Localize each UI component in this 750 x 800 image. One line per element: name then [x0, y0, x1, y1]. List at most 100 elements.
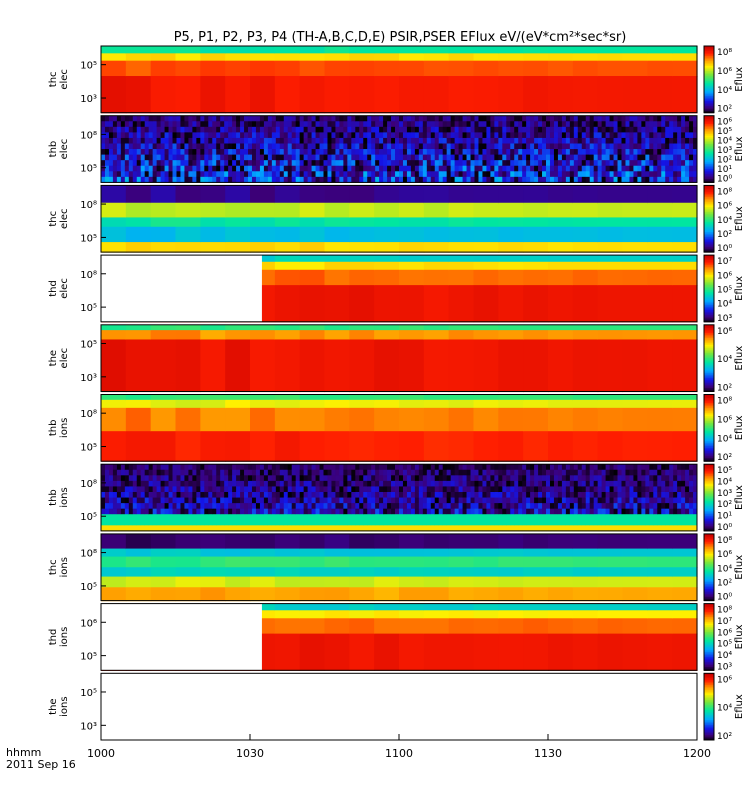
spectrogram-cell	[689, 154, 694, 161]
spectrogram-cell	[629, 491, 634, 498]
spectrogram-cell	[661, 514, 666, 521]
colorbar-step	[704, 467, 714, 470]
spectrogram-cell	[120, 464, 126, 471]
spectrogram-cell	[454, 469, 459, 476]
spectrogram-cell	[672, 330, 698, 341]
colorbar-step	[704, 359, 714, 362]
spectrogram-cell	[434, 503, 440, 510]
spectrogram-cell	[506, 469, 511, 476]
spectrogram-cell	[291, 514, 297, 521]
spectrogram-cell	[395, 525, 400, 532]
spectrogram-cell	[473, 407, 499, 432]
spectrogram-cell	[548, 603, 574, 611]
spectrogram-cell	[192, 137, 197, 144]
spectrogram-cell	[589, 160, 595, 167]
spectrogram-cell	[283, 143, 289, 150]
spectrogram-cell	[510, 165, 515, 172]
spectrogram-cell	[538, 491, 543, 498]
spectrogram-cell	[176, 121, 181, 128]
spectrogram-cell	[225, 330, 251, 341]
spectrogram-cell	[645, 480, 650, 487]
spectrogram-cell	[267, 508, 273, 515]
spectrogram-cell	[295, 469, 301, 476]
spectrogram-cell	[347, 525, 352, 532]
spectrogram-cell	[160, 115, 165, 122]
spectrogram-cell	[363, 475, 368, 482]
spectrogram-cell	[307, 469, 312, 476]
spectrogram-cell	[530, 165, 535, 172]
spectrogram-cell	[324, 76, 350, 114]
spectrogram-cell	[502, 525, 507, 532]
spectrogram-cell	[482, 143, 487, 150]
spectrogram-cell	[363, 503, 368, 510]
spectrogram-cell	[112, 165, 118, 172]
spectrogram-cell	[406, 525, 412, 532]
spectrogram-cell	[418, 149, 424, 156]
spectrogram-cell	[283, 464, 289, 471]
spectrogram-cell	[196, 491, 201, 498]
colorbar-step	[704, 242, 714, 245]
spectrogram-cell	[462, 165, 467, 172]
spectrogram-cell	[685, 171, 690, 178]
colorbar-step	[704, 149, 714, 152]
spectrogram-cell	[410, 171, 416, 178]
spectrogram-cell	[291, 486, 297, 493]
spectrogram-cell	[490, 469, 495, 476]
spectrogram-cell	[188, 149, 193, 156]
spectrogram-cell	[367, 514, 372, 521]
spectrogram-cell	[279, 525, 285, 532]
spectrogram-cell	[548, 53, 574, 62]
spectrogram-cell	[271, 464, 277, 471]
spectrogram-cell	[647, 76, 673, 114]
spectrogram-cell	[156, 514, 161, 521]
spectrogram-cell	[140, 137, 146, 144]
spectrogram-cell	[506, 486, 511, 493]
spectrogram-cell	[184, 115, 189, 122]
spectrogram-cell	[438, 469, 444, 476]
spectrogram-cell	[275, 143, 281, 150]
spectrogram-cell	[180, 132, 185, 139]
spectrogram-cell	[577, 480, 583, 487]
spectrogram-cell	[391, 508, 396, 515]
spectrogram-cell	[446, 503, 452, 510]
spectrogram-cell	[450, 115, 456, 122]
colorbar-step	[704, 51, 714, 54]
spectrogram-cell	[553, 519, 559, 526]
spectrogram-cell	[295, 143, 301, 150]
spectrogram-cell	[192, 519, 197, 526]
y-axis-label-line1: thb	[48, 420, 59, 437]
colorbar-step	[704, 57, 714, 60]
spectrogram-cell	[597, 469, 603, 476]
spectrogram-cell	[617, 525, 622, 532]
colorbar-tick-label: 10²	[717, 453, 732, 463]
spectrogram-cell	[538, 519, 543, 526]
spectrogram-cell	[621, 160, 626, 167]
spectrogram-cell	[442, 137, 448, 144]
spectrogram-cell	[150, 202, 177, 219]
spectrogram-cell	[548, 587, 574, 602]
spectrogram-cell	[478, 491, 483, 498]
spectrogram-cell	[548, 324, 574, 331]
spectrogram-cell	[216, 137, 221, 144]
spectrogram-cell	[391, 137, 396, 144]
spectrogram-cell	[104, 154, 110, 161]
spectrogram-cell	[327, 176, 332, 183]
spectrogram-cell	[423, 394, 450, 401]
spectrogram-cell	[287, 503, 293, 510]
spectrogram-cell	[228, 176, 233, 183]
spectrogram-cell	[200, 154, 205, 161]
colorbar-step	[704, 411, 714, 414]
spectrogram-cell	[152, 165, 158, 172]
spectrogram-cell	[399, 519, 404, 526]
spectrogram-cell	[299, 525, 305, 532]
spectrogram-cell	[271, 503, 277, 510]
colorbar-step	[704, 633, 714, 636]
spectrogram-cell	[349, 587, 375, 602]
spectrogram-cell	[448, 46, 475, 54]
spectrogram-cell	[622, 399, 648, 409]
spectrogram-cell	[681, 519, 686, 526]
spectrogram-cell	[557, 519, 563, 526]
spectrogram-cell	[271, 143, 277, 150]
